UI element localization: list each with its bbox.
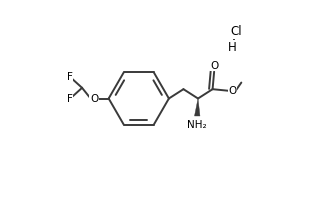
- Text: O: O: [228, 86, 237, 96]
- Text: O: O: [211, 61, 219, 71]
- Text: Cl: Cl: [230, 25, 242, 38]
- Text: NH₂: NH₂: [187, 120, 207, 130]
- Text: H: H: [228, 41, 237, 54]
- Text: F: F: [67, 72, 72, 82]
- Text: F: F: [67, 94, 72, 104]
- Text: O: O: [90, 94, 98, 103]
- Polygon shape: [194, 98, 200, 116]
